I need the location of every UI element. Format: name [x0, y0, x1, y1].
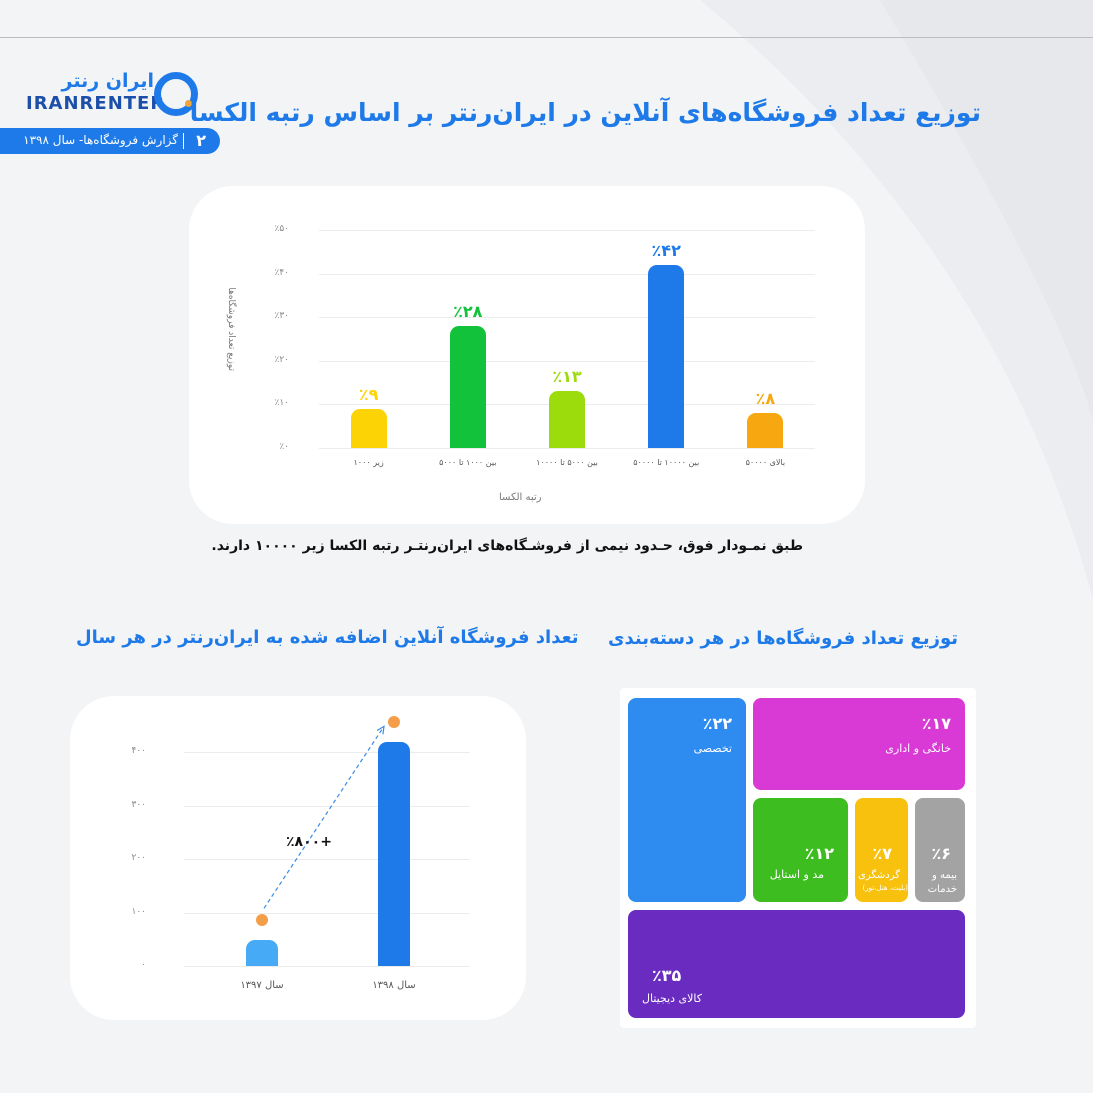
y-gridline — [319, 273, 815, 275]
growth-arrow-head — [376, 725, 385, 735]
bar-value-label: ٪۹ — [358, 384, 379, 404]
tile-sublabel: (بلیت، هتل،تور) — [862, 884, 908, 892]
tile-label: بیمه و — [932, 870, 957, 881]
growth-marker-dot — [256, 914, 268, 927]
bar-value-label: ٪۸ — [755, 389, 776, 409]
growth-marker-dot — [388, 716, 400, 729]
alexa-y-axis-title: توزیع تعداد فروشگاه‌ها — [226, 287, 236, 371]
chart-caption: طبق نمـودار فوق، حـدود نیمی از فروشـگاه‌… — [211, 538, 803, 554]
y-gridline — [319, 448, 815, 449]
tile-percent: ٪۲۲ — [702, 714, 732, 733]
y-gridline — [184, 912, 470, 914]
y-tick-label: ٪۳۰ — [274, 311, 289, 322]
year-bar — [246, 940, 278, 966]
alexa-x-axis-title: رتبه الکسا — [499, 492, 542, 503]
bar-value-label: ٪۱۳ — [552, 367, 582, 387]
growth-percent-label: +٪۸۰۰ — [286, 834, 332, 850]
main-title: توزیع تعداد فروشگاه‌های آنلاین در ایران‌… — [189, 98, 981, 127]
treemap-tile-insurance: ٪۶ بیمه و خدمات — [915, 798, 965, 902]
y-gridline — [319, 360, 815, 362]
treemap-tile-fashion: ٪۱۲ مد و استایل — [753, 798, 848, 902]
x-category-label: بالای ۵۰۰۰۰ — [745, 458, 786, 467]
y-gridline — [184, 752, 470, 753]
logo-ring-icon — [154, 72, 198, 116]
category-treemap: ٪۲۲ تخصصی ٪۱۷ خانگی و اداری ٪۱۲ مد و است… — [620, 688, 976, 1028]
yearly-chart-card: ۰ ۱۰۰ ۲۰۰ ۳۰۰ ۴۰۰ سال ۱۳۹۷ سال ۱۳۹۸ +٪۸۰۰ — [70, 696, 526, 1020]
tile-percent: ٪۳۵ — [652, 966, 682, 985]
y-gridline — [184, 859, 470, 860]
y-tick-label: ٪۱۰ — [274, 398, 289, 409]
page-tab-separator — [183, 133, 184, 149]
alexa-bar — [747, 413, 784, 448]
y-tick-label: ٪۰ — [279, 442, 289, 452]
treemap-tile-digital: ٪۳۵ کالای دیجیتال — [628, 910, 965, 1018]
tile-label: مد و استایل — [769, 868, 824, 881]
iranrenter-logo: ایران رنتر IRANRENTER — [22, 70, 202, 118]
alexa-bar — [648, 264, 685, 448]
y-tick-label: ۰ — [141, 960, 146, 970]
y-tick-label: ٪۲۰ — [274, 354, 289, 365]
logo-english-text: IRANRENTER — [26, 93, 166, 114]
alexa-bar — [549, 391, 585, 448]
page-tab: ۲ گزارش فروشگاه‌ها- سال ۱۳۹۸ — [0, 128, 220, 154]
y-tick-label: ۲۰۰ — [131, 853, 146, 863]
alexa-chart-card: ٪۰ ٪۱۰ ٪۲۰ ٪۳۰ ٪۴۰ ٪۵۰ ٪۹ زیر ۱۰۰۰ ٪۲۸ بین ۱۰۰۰ ت… — [189, 186, 865, 524]
tile-label: کالای دیجیتال — [642, 992, 703, 1005]
y-gridline — [184, 966, 470, 967]
x-category-label: زیر ۱۰۰۰ — [353, 458, 384, 467]
tile-percent: ٪۱۲ — [804, 844, 834, 863]
y-tick-label: ٪۵۰ — [274, 224, 289, 234]
tile-label-line2: خدمات — [927, 884, 957, 895]
top-divider — [0, 37, 1093, 38]
y-gridline — [319, 230, 815, 231]
treemap-tile-home-office: ٪۱۷ خانگی و اداری — [753, 698, 965, 790]
bar-value-label: ٪۲۸ — [453, 301, 483, 321]
tile-percent: ٪۶ — [931, 844, 951, 863]
logo-persian-text: ایران رنتر — [61, 70, 154, 92]
year-bar — [378, 742, 410, 966]
alexa-bar — [350, 408, 387, 448]
y-gridline — [184, 805, 470, 807]
report-label: گزارش فروشگاه‌ها- سال ۱۳۹۸ — [23, 133, 178, 147]
x-category-label: بین ۱۰۰۰۰ تا ۵۰۰۰۰ — [633, 458, 700, 467]
y-tick-label: ۴۰۰ — [131, 746, 146, 756]
treemap-tile-specialized: ٪۲۲ تخصصی — [628, 698, 746, 902]
tile-label: گردشگری — [858, 870, 900, 881]
treemap-title: توزیع تعداد فروشگاه‌ها در هر دسته‌بندی — [608, 628, 958, 649]
tile-label: خانگی و اداری — [885, 742, 951, 755]
x-category-label: سال ۱۳۹۸ — [372, 980, 416, 991]
x-category-label: سال ۱۳۹۷ — [240, 980, 284, 991]
tile-percent: ٪۷ — [872, 844, 892, 863]
y-gridline — [319, 317, 815, 319]
logo-dot-icon — [185, 100, 192, 107]
tile-percent: ٪۱۷ — [921, 714, 951, 733]
y-tick-label: ۱۰۰ — [131, 906, 146, 917]
growth-arrow — [263, 725, 385, 909]
alexa-bar — [449, 325, 486, 448]
growth-arrow-line — [263, 726, 385, 909]
treemap-tile-tourism: ٪۷ گردشگری (بلیت، هتل،تور) — [855, 798, 908, 902]
y-tick-label: ۳۰۰ — [131, 799, 146, 810]
bar-value-label: ٪۴۲ — [651, 240, 681, 260]
x-category-label: بین ۵۰۰۰ تا ۱۰۰۰۰ — [536, 458, 598, 467]
x-category-label: بین ۱۰۰۰ تا ۵۰۰۰ — [439, 458, 497, 467]
yearly-chart-title: تعداد فروشگاه آنلاین اضافه شده به ایران‌… — [76, 627, 579, 648]
page-number: ۲ — [196, 131, 206, 150]
tile-label: تخصصی — [693, 742, 732, 755]
y-tick-label: ٪۴۰ — [274, 267, 289, 278]
